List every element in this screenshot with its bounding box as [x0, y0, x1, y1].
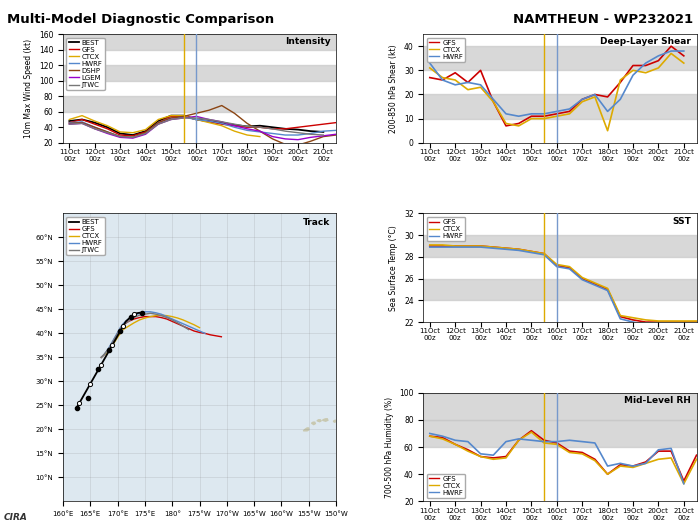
- Text: Mid-Level RH: Mid-Level RH: [624, 396, 691, 405]
- Legend: BEST, GFS, CTCX, HWRF, JTWC: BEST, GFS, CTCX, HWRF, JTWC: [66, 217, 105, 255]
- Legend: GFS, CTCX, HWRF: GFS, CTCX, HWRF: [427, 474, 465, 498]
- Legend: GFS, CTCX, HWRF: GFS, CTCX, HWRF: [427, 217, 465, 241]
- Polygon shape: [323, 419, 328, 421]
- Bar: [424, 393, 696, 420]
- Bar: [424, 279, 696, 300]
- Legend: BEST, GFS, CTCX, HWRF, DSHP, LGEM, JTWC: BEST, GFS, CTCX, HWRF, DSHP, LGEM, JTWC: [66, 38, 105, 90]
- Text: Intensity: Intensity: [285, 37, 330, 46]
- Text: Track: Track: [303, 218, 330, 227]
- Y-axis label: 10m Max Wind Speed (kt): 10m Max Wind Speed (kt): [25, 39, 33, 138]
- Polygon shape: [312, 422, 315, 425]
- Text: CIRA: CIRA: [4, 513, 27, 522]
- Bar: [424, 420, 696, 447]
- Y-axis label: 700-500 hPa Humidity (%): 700-500 hPa Humidity (%): [385, 396, 393, 498]
- Bar: [424, 94, 696, 119]
- Text: SST: SST: [672, 217, 691, 226]
- Bar: [424, 46, 696, 70]
- Polygon shape: [317, 420, 321, 422]
- Bar: [63, 96, 336, 112]
- Legend: GFS, CTCX, HWRF: GFS, CTCX, HWRF: [427, 38, 465, 62]
- Y-axis label: 200-850 hPa Shear (kt): 200-850 hPa Shear (kt): [389, 44, 398, 133]
- Polygon shape: [333, 421, 336, 422]
- Bar: [424, 235, 696, 257]
- Text: Multi-Model Diagnostic Comparison: Multi-Model Diagnostic Comparison: [7, 13, 274, 26]
- Text: NAMTHEUN - WP232021: NAMTHEUN - WP232021: [513, 13, 693, 26]
- Bar: [63, 34, 336, 50]
- Text: Deep-Layer Shear: Deep-Layer Shear: [600, 37, 691, 46]
- Bar: [63, 65, 336, 81]
- Y-axis label: Sea Surface Temp (°C): Sea Surface Temp (°C): [389, 225, 398, 311]
- Polygon shape: [303, 428, 309, 431]
